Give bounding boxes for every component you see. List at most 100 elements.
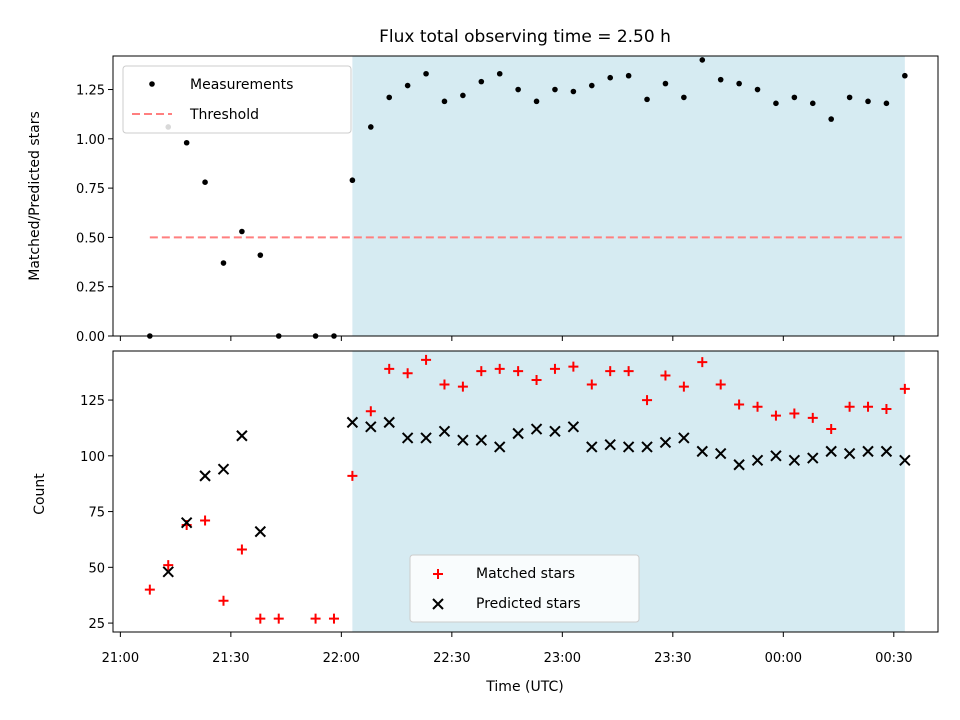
bottom-x-tick-label: 23:30 — [654, 651, 691, 666]
measurement-point — [220, 260, 227, 266]
matched-star-point — [457, 381, 468, 392]
matched-star-point — [476, 366, 487, 377]
measurement-point — [552, 86, 558, 93]
bottom-legend: Matched stars Predicted stars — [409, 554, 640, 623]
matched-star-point — [531, 374, 542, 385]
predicted-star-point — [788, 454, 801, 466]
measurement-point — [588, 82, 595, 89]
measurement-point — [183, 139, 190, 146]
predicted-star-point — [641, 441, 653, 453]
predicted-star-points — [162, 416, 911, 578]
top-plot-frame — [112, 55, 939, 337]
matched-star-point — [734, 399, 745, 410]
measurement-point — [515, 86, 521, 93]
matched-star-point — [549, 363, 560, 374]
matched-star-point — [402, 368, 413, 379]
predicted-star-point — [549, 425, 561, 437]
matched-star-point — [439, 379, 450, 390]
predicted-star-point — [475, 434, 488, 446]
measurement-point — [736, 80, 742, 87]
measurement-point — [699, 57, 706, 63]
measurement-point — [368, 124, 374, 130]
measurement-point — [846, 94, 853, 101]
measurement-point — [147, 333, 153, 339]
legend-threshold-label: Threshold — [189, 107, 259, 123]
predicted-star-point — [899, 454, 911, 466]
matched-star-point — [236, 544, 247, 555]
measurement-point — [423, 70, 429, 77]
bottom-legend-box — [409, 554, 640, 623]
measurement-point — [275, 333, 282, 339]
matched-star-point — [568, 361, 579, 372]
measurement-point — [441, 98, 448, 105]
matched-star-point — [770, 410, 781, 421]
predicted-star-point — [880, 445, 893, 458]
matched-star-point — [789, 408, 800, 419]
measurement-point — [386, 94, 393, 101]
measurement-point — [625, 72, 632, 79]
measurement-point — [202, 179, 208, 185]
matched-star-point — [586, 379, 597, 390]
measurement-point — [404, 82, 411, 89]
matched-star-point — [660, 370, 671, 381]
matched-star-point — [623, 366, 634, 377]
measurement-point — [902, 72, 908, 79]
matched-star-point — [826, 424, 837, 435]
predicted-star-point — [678, 432, 690, 444]
top-legend: Measurements Threshold — [122, 65, 352, 134]
predicted-star-point — [162, 566, 174, 578]
measurement-point — [662, 80, 669, 87]
predicted-star-point — [217, 463, 230, 475]
matched-star-point — [678, 381, 689, 392]
predicted-star-point — [457, 434, 469, 446]
matched-star-point — [844, 401, 855, 412]
top-x-axis — [119, 336, 895, 341]
matched-star-point — [642, 395, 653, 406]
measurement-point — [717, 76, 724, 83]
predicted-star-point — [604, 438, 616, 451]
bottom-y-tick-label: 75 — [88, 506, 105, 521]
predicted-star-point — [807, 452, 819, 464]
bottom-x-tick-label: 21:30 — [212, 651, 249, 666]
bottom-x-tick-label: 23:00 — [544, 651, 581, 666]
top-panel: 0.00 0.25 0.50 0.75 1.00 1.25 Matched/Predict… — [27, 55, 939, 345]
top-legend-box — [122, 65, 352, 134]
top-y-tick-label: 0.00 — [76, 330, 105, 345]
matched-star-point — [273, 613, 284, 624]
matched-star-point — [605, 366, 616, 377]
measurement-point — [883, 100, 890, 107]
top-shaded-region — [352, 56, 905, 336]
bottom-panel: 25 50 75 100 125 21:00 21:30 22:00 22:30 23:00 23… — [32, 350, 939, 695]
bottom-y-tick-label: 50 — [88, 561, 105, 576]
bottom-x-axis: 21:00 21:30 22:00 22:30 23:00 23:30 00:00 00:30 — [102, 632, 913, 666]
predicted-star-point — [622, 441, 635, 453]
measurement-point — [809, 100, 816, 107]
matched-star-point — [384, 363, 395, 374]
bottom-y-tick-label: 25 — [88, 617, 105, 632]
bottom-y-axis: 25 50 75 100 125 — [80, 394, 113, 632]
legend-matched-marker — [433, 569, 443, 579]
predicted-star-point — [751, 454, 764, 466]
matched-star-points — [144, 354, 910, 624]
matched-star-point — [255, 613, 266, 624]
measurement-point — [754, 86, 761, 93]
top-y-tick-label: 1.25 — [76, 84, 105, 99]
measurement-point — [349, 177, 356, 184]
predicted-star-point — [770, 450, 782, 462]
bottom-y-tick-label: 100 — [80, 450, 105, 465]
matched-star-point — [494, 363, 505, 374]
measurement-point — [865, 98, 871, 105]
measurement-point — [331, 333, 337, 339]
legend-matched-label: Matched stars — [476, 566, 575, 582]
predicted-star-point — [825, 445, 837, 458]
matched-star-point — [863, 401, 874, 412]
matched-star-point — [807, 412, 818, 423]
bottom-x-tick-label: 22:00 — [323, 651, 360, 666]
measurement-point — [533, 98, 540, 105]
predicted-star-point — [862, 445, 874, 458]
predicted-star-point — [365, 421, 377, 433]
matched-star-point — [328, 613, 339, 624]
x-axis-label: Time (UTC) — [485, 679, 563, 695]
chart-title: Flux total observing time = 2.50 h — [379, 27, 671, 47]
